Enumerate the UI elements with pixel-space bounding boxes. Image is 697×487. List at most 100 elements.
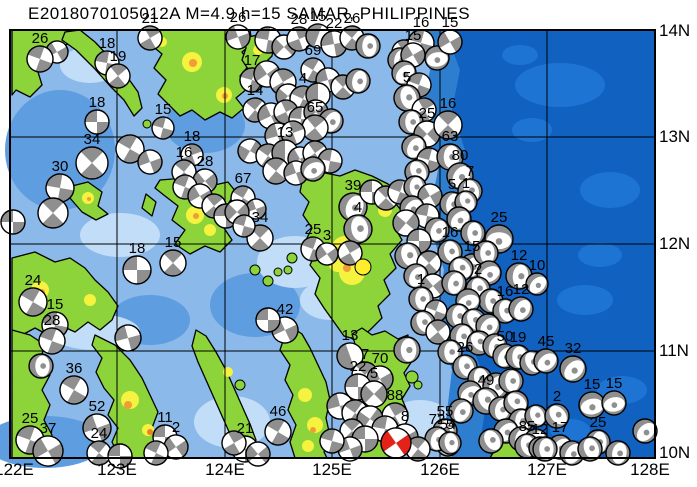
beachball-part <box>407 252 414 259</box>
beachball <box>355 33 381 59</box>
beachball-depth-label: 15 <box>464 238 481 255</box>
beachball-part <box>255 307 281 333</box>
beachball-part <box>339 241 361 265</box>
beachball-part <box>355 33 381 59</box>
beachball-part <box>428 320 448 344</box>
beachball <box>393 336 421 364</box>
beachball <box>392 209 420 237</box>
beachball-part <box>453 280 459 287</box>
beachball-depth-label: 2 <box>172 419 180 436</box>
beachball-part <box>417 148 441 172</box>
beachball <box>577 436 603 462</box>
beachball-part <box>225 24 251 50</box>
beachball-part <box>151 116 175 140</box>
relief-spot <box>189 59 197 67</box>
beachball-part <box>519 307 526 313</box>
beachball-part <box>406 346 413 354</box>
beachball-part <box>329 119 336 125</box>
beachball-part <box>357 225 364 232</box>
beachball <box>632 418 658 444</box>
beachball-depth-label: 4 <box>354 199 362 216</box>
beachball-part <box>465 300 472 306</box>
beachball-depth-label: 25 <box>305 221 322 238</box>
beachball-depth-label: 10 <box>529 257 546 274</box>
beachball-part <box>472 230 479 236</box>
beachball <box>300 156 326 182</box>
beachball <box>338 192 368 222</box>
beachball-part <box>449 153 456 161</box>
beachball-depth-label: 13 <box>342 327 359 344</box>
beachball-depth-label: 65 <box>307 99 324 116</box>
beachball <box>159 249 187 277</box>
beachball-depth-label: 1 <box>417 271 425 288</box>
beachball-depth-label: 26 <box>344 10 361 27</box>
beachball-part <box>418 185 442 207</box>
beachball-depth-label: 52 <box>89 398 106 415</box>
beachball-part <box>27 46 53 72</box>
beachball-part <box>436 228 442 234</box>
beachball-depth-label: 2 <box>474 261 482 278</box>
beachball-part <box>105 63 131 89</box>
beachball-depth-label: 67 <box>235 170 252 187</box>
beachball-part <box>479 375 485 382</box>
beachball-part <box>39 328 65 354</box>
beachball <box>437 29 463 55</box>
beachball-part <box>84 109 110 135</box>
islet <box>234 379 246 391</box>
beachball-part <box>226 25 250 49</box>
beachball-part <box>319 428 345 454</box>
beachball-depth-label: 18 <box>129 240 146 257</box>
beachball-part <box>180 143 204 167</box>
beachball <box>525 272 549 296</box>
beachball-part <box>490 298 497 304</box>
beachball-depth-label: 37 <box>40 420 57 437</box>
beachball-part <box>605 440 631 466</box>
beachball-part <box>256 308 280 332</box>
beachball-depth-label: 25 <box>590 414 607 431</box>
islet <box>283 265 293 275</box>
y-axis-tick-label: 13N <box>659 127 691 146</box>
islet <box>286 252 298 264</box>
beachball-depth-label: 39 <box>345 177 362 194</box>
figure-title: E2018070105012A M=4.9 h=15 SAMAR, PHILIP… <box>28 4 471 23</box>
beachball-part <box>26 45 54 73</box>
beachball-part <box>555 411 562 418</box>
beachball-depth-label: 26 <box>32 30 49 47</box>
relief-spot <box>87 197 91 201</box>
beachball-depth-label: 21 <box>237 420 254 437</box>
beachball-part <box>478 428 504 454</box>
beachball-part <box>137 149 163 175</box>
beachball-part <box>415 168 422 174</box>
beachball-part <box>287 27 311 51</box>
beachball-depth-label: 7 <box>466 163 474 180</box>
y-axis-tick-label: 10N <box>659 443 691 462</box>
beachball-part <box>315 242 339 266</box>
beachball <box>319 428 345 454</box>
beachball-depth-label: 26 <box>230 9 247 26</box>
beachball-depth-label: 70 <box>372 350 389 367</box>
beachball-part <box>1 210 25 234</box>
beachball-part <box>508 296 534 322</box>
beachball <box>264 418 292 446</box>
x-axis-tick-label: 127E <box>527 460 567 479</box>
beachball-depth-label: 7 <box>361 346 369 363</box>
beachball <box>405 436 431 462</box>
beachball-part <box>544 403 570 429</box>
beachball-depth-label: 34 <box>84 131 101 148</box>
beachball-part <box>532 436 558 462</box>
beachball <box>301 114 329 142</box>
beachball-part <box>495 238 503 245</box>
beachball-part <box>408 437 428 461</box>
beachball-part <box>437 29 463 55</box>
beachball-depth-label: 5 <box>370 365 378 382</box>
beachball-part <box>414 274 421 280</box>
beachball-part <box>240 68 264 92</box>
beachball <box>280 120 306 146</box>
beachball-part <box>367 43 374 49</box>
beachball-part <box>393 336 421 364</box>
beachball-part <box>449 248 455 255</box>
beachball-part <box>457 217 464 224</box>
beachball-part <box>422 319 428 325</box>
beachball-depth-label: 36 <box>66 360 83 377</box>
beachball-part <box>266 419 290 445</box>
